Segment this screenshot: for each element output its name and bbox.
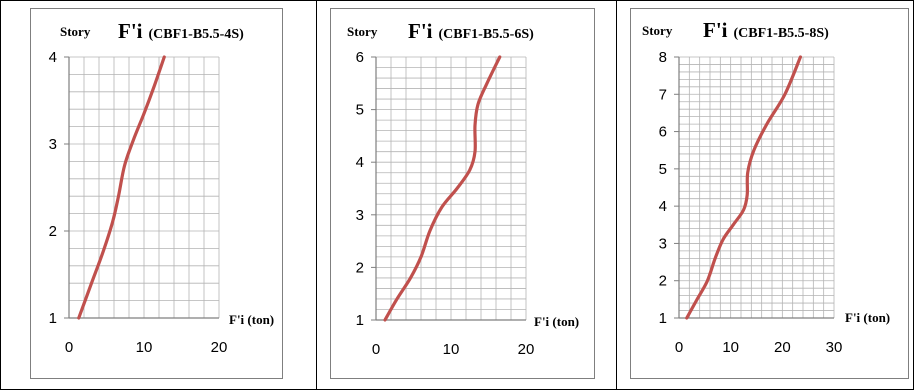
chart-panel-2: Story F'i (CBF1-B5.5-6S) 1 2 3 4 5 6 0 10 20 F'… xyxy=(330,8,595,379)
chart-title-main-3: F'i xyxy=(703,18,728,42)
chart-title-main-2: F'i xyxy=(408,19,433,43)
x-tick-label: 10 xyxy=(136,339,153,356)
chart-title-sub-1: (CBF1-B5.5-4S) xyxy=(149,27,245,42)
chart-title-1: F'i (CBF1-B5.5-4S) xyxy=(118,19,244,43)
y-tick-label: 2 xyxy=(659,273,667,290)
x-tick-label: 20 xyxy=(211,339,228,356)
y-tick-label: 7 xyxy=(659,86,667,103)
chart-title-main-1: F'i xyxy=(118,19,143,43)
y-tick-label: 3 xyxy=(659,235,667,252)
x-axis-label-3: F'i (ton) xyxy=(845,310,890,325)
y-tick-label: 5 xyxy=(659,161,667,178)
chart-title-2: F'i (CBF1-B5.5-6S) xyxy=(408,19,534,43)
x-tick-label: 10 xyxy=(722,339,739,356)
y-ticks-1: 1 2 3 4 xyxy=(49,49,57,327)
x-tick-label: 0 xyxy=(372,341,380,358)
y-tick-label: 6 xyxy=(659,124,667,141)
x-tick-label: 0 xyxy=(675,339,683,356)
chart-panel-1: Story F'i (CBF1-B5.5-4S) 1 2 3 4 0 10 20 F'i … xyxy=(30,8,283,379)
y-tick-label: 1 xyxy=(356,312,364,329)
series-1 xyxy=(77,55,166,320)
x-tick-label: 10 xyxy=(443,341,460,358)
chart-title-3: F'i (CBF1-B5.5-8S) xyxy=(703,18,829,42)
y-tick-label: 1 xyxy=(659,310,667,327)
x-tick-label: 0 xyxy=(65,339,73,356)
series-3 xyxy=(685,55,803,320)
x-tick-label: 20 xyxy=(518,341,535,358)
y-tick-label: 3 xyxy=(356,207,364,224)
x-ticks-2: 0 10 20 xyxy=(372,341,535,358)
y-tick-label: 4 xyxy=(356,154,364,171)
y-tick-label: 4 xyxy=(659,198,667,215)
x-ticks-3: 0 10 20 30 xyxy=(675,339,843,356)
series-line xyxy=(383,55,502,322)
y-axis-label-1: Story xyxy=(60,24,91,39)
chart-title-sub-3: (CBF1-B5.5-8S) xyxy=(734,26,830,41)
x-tick-label: 20 xyxy=(774,339,791,356)
y-tick-label: 6 xyxy=(356,49,364,66)
axes-3 xyxy=(674,56,834,319)
chart-panel-3: Story F'i (CBF1-B5.5-8S) 1 2 3 4 5 6 7 8 0 10 20 3… xyxy=(630,8,909,379)
y-tick-label: 4 xyxy=(49,49,57,66)
y-ticks-3: 1 2 3 4 5 6 7 8 xyxy=(659,49,667,327)
y-tick-label: 1 xyxy=(49,310,57,327)
x-axis-label-2: F'i (ton) xyxy=(534,314,579,329)
axes-2 xyxy=(371,56,526,321)
series-line xyxy=(77,55,166,320)
x-axis-label-1: F'i (ton) xyxy=(229,312,274,327)
y-axis-label-2: Story xyxy=(347,24,378,39)
y-tick-label: 2 xyxy=(356,259,364,276)
x-tick-label: 30 xyxy=(826,339,843,356)
series-line xyxy=(685,55,803,320)
axes-1 xyxy=(64,56,219,319)
y-tick-label: 3 xyxy=(49,136,57,153)
x-ticks-1: 0 10 20 xyxy=(65,339,228,356)
y-ticks-2: 1 2 3 4 5 6 xyxy=(356,49,364,329)
series-2 xyxy=(383,55,502,322)
y-tick-label: 5 xyxy=(356,102,364,119)
chart-title-sub-2: (CBF1-B5.5-6S) xyxy=(439,27,535,42)
y-axis-label-3: Story xyxy=(642,23,673,38)
chart-area-1 xyxy=(30,8,283,379)
y-tick-label: 2 xyxy=(49,223,57,240)
y-tick-label: 8 xyxy=(659,49,667,66)
chart-area-3 xyxy=(630,8,909,379)
